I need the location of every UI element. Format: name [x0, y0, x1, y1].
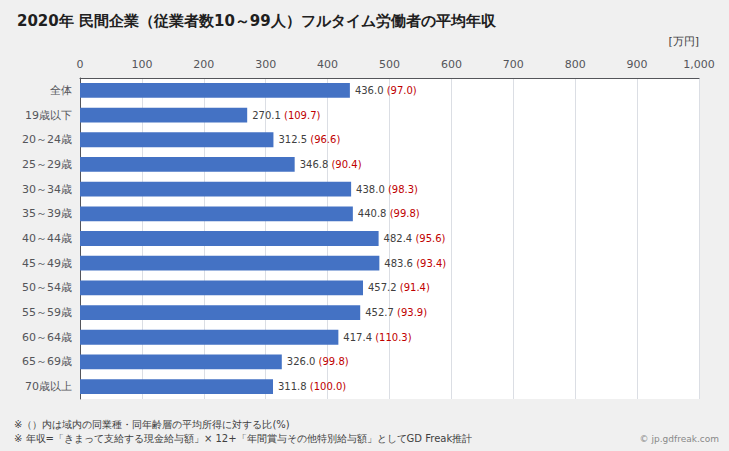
svg-text:457.2: 457.2 — [368, 282, 397, 293]
svg-text:2020年 民間企業（従業者数10～99人）フルタイム労働者: 2020年 民間企業（従業者数10～99人）フルタイム労働者の平均年収 — [17, 12, 497, 30]
svg-text:(90.4): (90.4) — [331, 159, 361, 170]
svg-text:(110.3): (110.3) — [375, 332, 412, 343]
svg-text:(98.3): (98.3) — [388, 184, 418, 195]
svg-text:50～54歳: 50～54歳 — [22, 281, 72, 294]
svg-text:※（）内は域内の同業種・同年齢層の平均所得に対する比(%): ※（）内は域内の同業種・同年齢層の平均所得に対する比(%) — [14, 419, 290, 430]
svg-text:(99.8): (99.8) — [319, 356, 349, 367]
svg-text:200: 200 — [193, 58, 214, 71]
svg-text:60～64歳: 60～64歳 — [22, 331, 72, 344]
svg-text:(91.4): (91.4) — [400, 282, 430, 293]
svg-text:65～69歳: 65～69歳 — [22, 355, 72, 368]
svg-text:500: 500 — [379, 58, 400, 71]
svg-text:300: 300 — [255, 58, 276, 71]
svg-text:© jp.gdfreak.com: © jp.gdfreak.com — [640, 434, 719, 444]
svg-text:900: 900 — [627, 58, 648, 71]
svg-text:600: 600 — [441, 58, 462, 71]
svg-text:346.8: 346.8 — [300, 159, 329, 170]
svg-text:440.8: 440.8 — [358, 208, 387, 219]
svg-text:452.7: 452.7 — [365, 307, 394, 318]
svg-text:311.8: 311.8 — [278, 381, 307, 392]
svg-text:55～59歳: 55～59歳 — [22, 306, 72, 319]
svg-text:45～49歳: 45～49歳 — [22, 257, 72, 270]
svg-text:40～44歳: 40～44歳 — [22, 232, 72, 245]
svg-text:20～24歳: 20～24歳 — [22, 133, 72, 146]
svg-text:700: 700 — [503, 58, 524, 71]
svg-text:19歳以下: 19歳以下 — [25, 109, 72, 122]
svg-text:417.4: 417.4 — [343, 332, 372, 343]
svg-text:(95.6): (95.6) — [415, 233, 445, 244]
svg-text:(93.4): (93.4) — [416, 258, 446, 269]
svg-text:0: 0 — [77, 58, 84, 71]
svg-text:(97.0): (97.0) — [387, 85, 417, 96]
svg-text:800: 800 — [565, 58, 586, 71]
svg-text:[万円]: [万円] — [668, 35, 699, 48]
svg-text:※ 年収=「きまって支給する現金給与額」× 12+「年間賞与: ※ 年収=「きまって支給する現金給与額」× 12+「年間賞与その他特別給与額」と… — [14, 433, 472, 444]
svg-text:(99.8): (99.8) — [390, 208, 420, 219]
svg-text:1,000: 1,000 — [683, 58, 715, 71]
svg-text:100: 100 — [131, 58, 152, 71]
svg-text:312.5: 312.5 — [278, 134, 307, 145]
svg-text:482.4: 482.4 — [384, 233, 413, 244]
svg-text:400: 400 — [317, 58, 338, 71]
svg-text:25～29歳: 25～29歳 — [22, 158, 72, 171]
svg-text:30～34歳: 30～34歳 — [22, 183, 72, 196]
svg-text:270.1: 270.1 — [252, 110, 281, 121]
svg-text:70歳以上: 70歳以上 — [25, 380, 72, 393]
svg-text:438.0: 438.0 — [356, 184, 385, 195]
svg-text:326.0: 326.0 — [287, 356, 316, 367]
svg-text:436.0: 436.0 — [355, 85, 384, 96]
svg-text:(100.0): (100.0) — [310, 381, 347, 392]
svg-text:(96.6): (96.6) — [310, 134, 340, 145]
svg-text:(93.9): (93.9) — [397, 307, 427, 318]
svg-text:35～39歳: 35～39歳 — [22, 207, 72, 220]
svg-text:483.6: 483.6 — [384, 258, 413, 269]
svg-text:(109.7): (109.7) — [284, 110, 321, 121]
svg-text:全体: 全体 — [50, 84, 72, 97]
